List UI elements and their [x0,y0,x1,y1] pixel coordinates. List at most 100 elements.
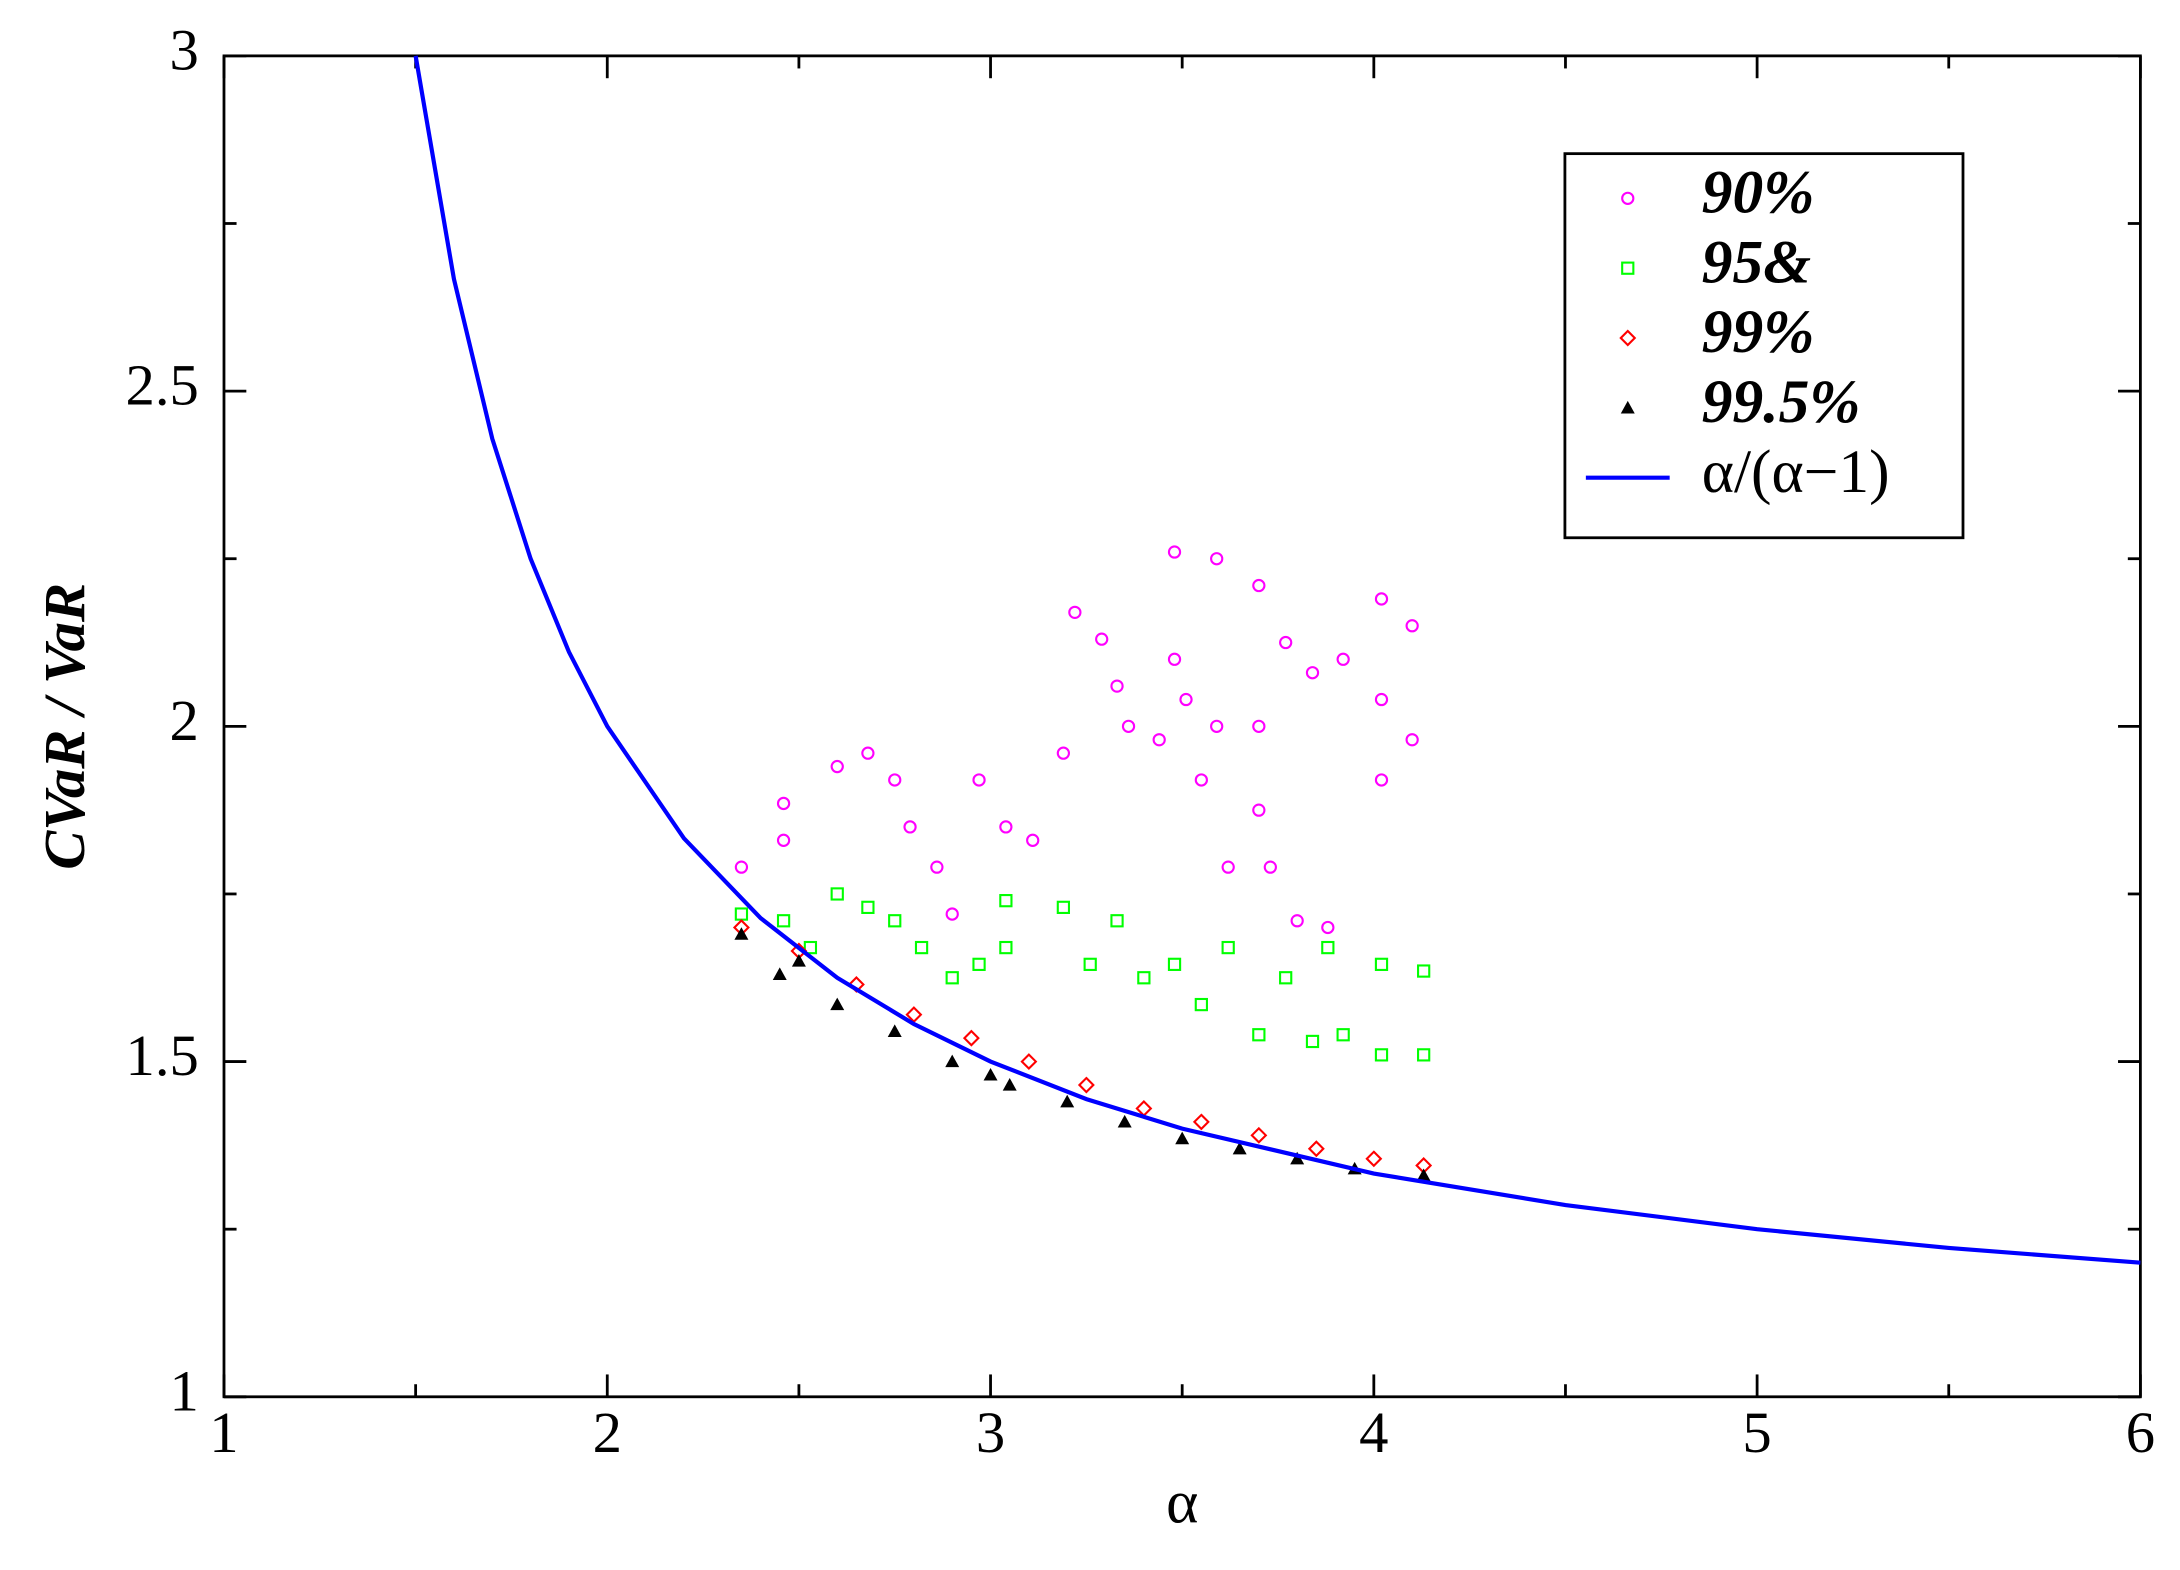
legend-label: 99.5% [1702,368,1861,436]
marker [1321,920,1335,935]
legend-label: 90% [1702,158,1815,226]
marker [830,887,844,901]
marker [803,940,818,955]
marker [1194,997,1208,1012]
marker [1179,692,1193,707]
x-tick-label: 1 [209,1400,238,1465]
legend-label: 95& [1702,228,1811,296]
y-tick-label: 2.5 [126,353,199,418]
marker [1110,679,1124,693]
marker [1374,692,1389,707]
marker [1374,773,1389,787]
marker [962,1029,980,1047]
marker [1020,1053,1038,1071]
marker [861,746,875,760]
marker [888,914,902,928]
marker [776,833,791,847]
marker [1152,733,1166,747]
marker [1252,803,1266,817]
x-axis-label: α [1166,1469,1198,1537]
marker [1279,971,1293,985]
marker [791,954,806,967]
marker [1210,552,1224,566]
marker [1083,957,1097,971]
marker [1621,261,1635,275]
marker [1060,1094,1075,1108]
legend-label: α/(α−1) [1702,438,1890,506]
marker [1290,914,1304,928]
marker [1221,940,1235,955]
curve [413,55,2141,1265]
marker [999,894,1013,908]
marker [888,773,902,787]
marker [734,927,749,940]
marker [1252,1028,1266,1042]
x-tick-label: 4 [1359,1400,1388,1465]
marker [983,1067,998,1081]
marker [1619,329,1637,347]
marker [1026,833,1040,847]
marker [1077,1076,1095,1094]
marker [1232,1141,1247,1155]
marker [1405,733,1419,747]
marker [1095,632,1109,646]
marker [999,820,1013,834]
marker [830,997,845,1011]
marker [1252,719,1266,733]
y-axis-label: CVaR / VaR [32,583,97,870]
marker [1167,652,1182,666]
marker [1210,719,1224,733]
marker [945,971,959,985]
marker [1365,1150,1383,1168]
marker [1175,1131,1190,1145]
marker [887,1024,902,1037]
marker [772,967,787,980]
marker [1167,545,1182,559]
marker [830,759,844,774]
marker [1374,957,1389,971]
marker [1374,592,1389,606]
marker [1110,914,1124,928]
marker [1252,578,1266,593]
marker [1621,191,1635,205]
marker [1417,1048,1431,1062]
marker [1405,619,1419,633]
marker [1305,1034,1320,1049]
marker [1321,940,1335,955]
marker [861,900,875,914]
marker [1194,773,1208,787]
marker [945,1054,960,1068]
marker [945,907,959,921]
marker [1416,1168,1431,1182]
marker [1192,1113,1210,1131]
marker [1307,1140,1325,1158]
y-tick-label: 2 [170,688,199,753]
marker [1002,1078,1017,1091]
y-tick-label: 1.5 [126,1023,199,1088]
marker [1620,400,1635,414]
x-tick-label: 6 [2126,1400,2155,1465]
marker [930,860,944,874]
marker [1068,605,1082,619]
marker [1305,666,1320,680]
marker [1167,957,1182,971]
marker [776,796,791,811]
marker [1056,746,1071,760]
marker [1250,1126,1268,1144]
x-tick-label: 3 [976,1400,1005,1465]
marker [776,914,791,928]
y-tick-label: 1 [170,1358,199,1423]
x-tick-label: 2 [593,1400,622,1465]
marker [1121,719,1136,733]
marker [1279,635,1293,650]
marker [1137,971,1151,985]
marker [914,940,929,955]
marker [734,907,749,921]
marker [1336,652,1350,666]
marker [1056,900,1071,914]
marker [1417,964,1431,978]
legend-box [1563,152,1965,540]
marker [972,773,986,787]
marker [1374,1048,1389,1062]
